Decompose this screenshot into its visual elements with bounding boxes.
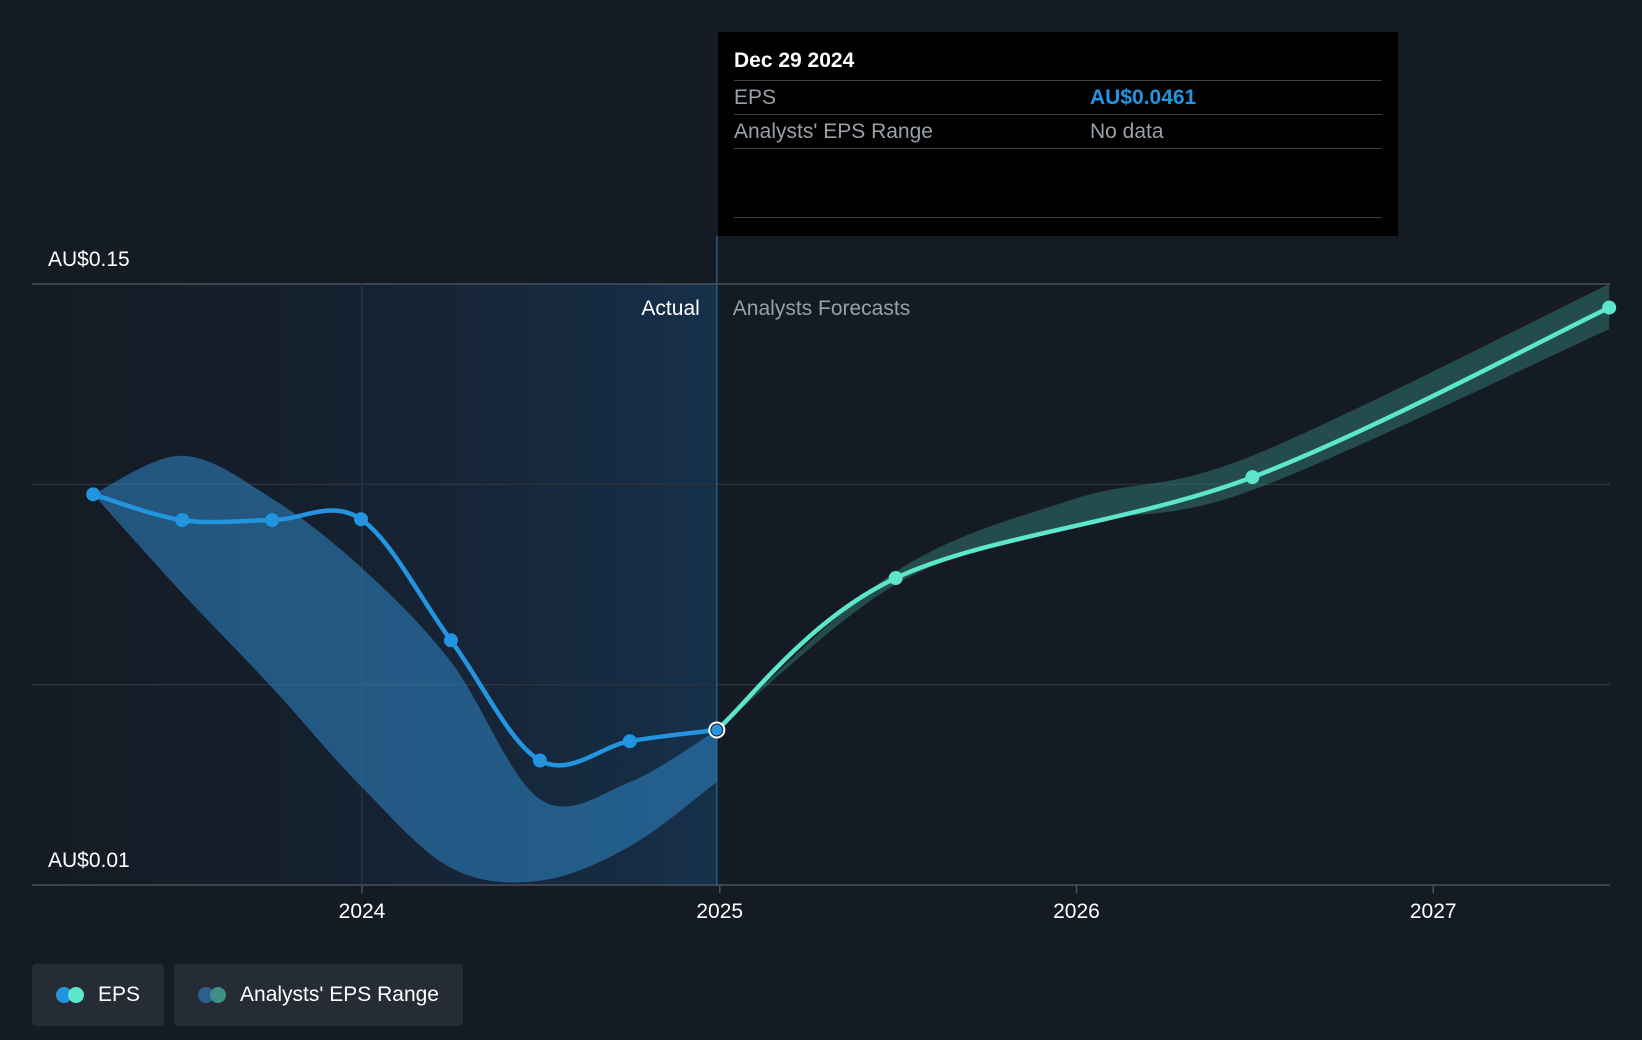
range-legend-icon [198, 987, 227, 1003]
eps-point-actual[interactable] [354, 512, 369, 527]
tooltip-range-label: Analysts' EPS Range [734, 120, 933, 143]
tooltip: Dec 29 2024 EPS AU$0.0461 Analysts' EPS … [718, 32, 1398, 236]
eps-range-band-actual [93, 455, 717, 883]
tooltip-range-value: No data [1090, 120, 1164, 143]
eps-point-actual[interactable] [265, 513, 280, 528]
tooltip-eps-value: AU$0.0461 [1090, 86, 1197, 109]
eps-point-forecast[interactable] [888, 571, 903, 586]
legend-item-eps[interactable]: EPS [32, 964, 165, 1026]
x-tick-label: 2024 [339, 900, 386, 923]
tooltip-eps-label: EPS [734, 86, 777, 109]
y-axis-label: AU$0.15 [48, 248, 130, 271]
x-tick-label: 2025 [696, 900, 743, 923]
range-legend-dot-forecast [210, 987, 227, 1003]
eps-point-forecast[interactable] [1245, 470, 1260, 485]
legend-label-eps: EPS [98, 983, 141, 1006]
eps-line-actual [90, 492, 720, 768]
eps-point-actual[interactable] [443, 633, 458, 648]
forecast-region-label: Analysts Forecasts [733, 297, 910, 320]
legend-label-range: Analysts' EPS Range [240, 983, 439, 1006]
legend: EPS Analysts' EPS Range [32, 964, 463, 1026]
eps-legend-icon [56, 987, 84, 1003]
x-tick-label: 2026 [1053, 900, 1100, 923]
tooltip-row-range: Analysts' EPS Range No data [734, 115, 1382, 149]
tooltip-spacer [734, 149, 1382, 218]
legend-item-range[interactable]: Analysts' EPS Range [174, 964, 463, 1026]
x-tick-label: 2027 [1410, 900, 1457, 923]
eps-point-actual[interactable] [532, 753, 547, 768]
eps-line-forecast [714, 305, 1612, 733]
tooltip-date: Dec 29 2024 [734, 46, 1382, 81]
eps-point-highlighted-core [711, 724, 723, 736]
eps-legend-dot-forecast [68, 987, 84, 1003]
eps-point-actual[interactable] [86, 487, 101, 502]
tooltip-row-eps: EPS AU$0.0461 [734, 81, 1382, 115]
eps-point-forecast[interactable] [1602, 300, 1617, 315]
actual-region-label: Actual [641, 297, 699, 320]
eps-point-actual[interactable] [622, 734, 637, 749]
y-axis-label: AU$0.01 [48, 849, 130, 872]
eps-point-actual[interactable] [175, 513, 190, 528]
